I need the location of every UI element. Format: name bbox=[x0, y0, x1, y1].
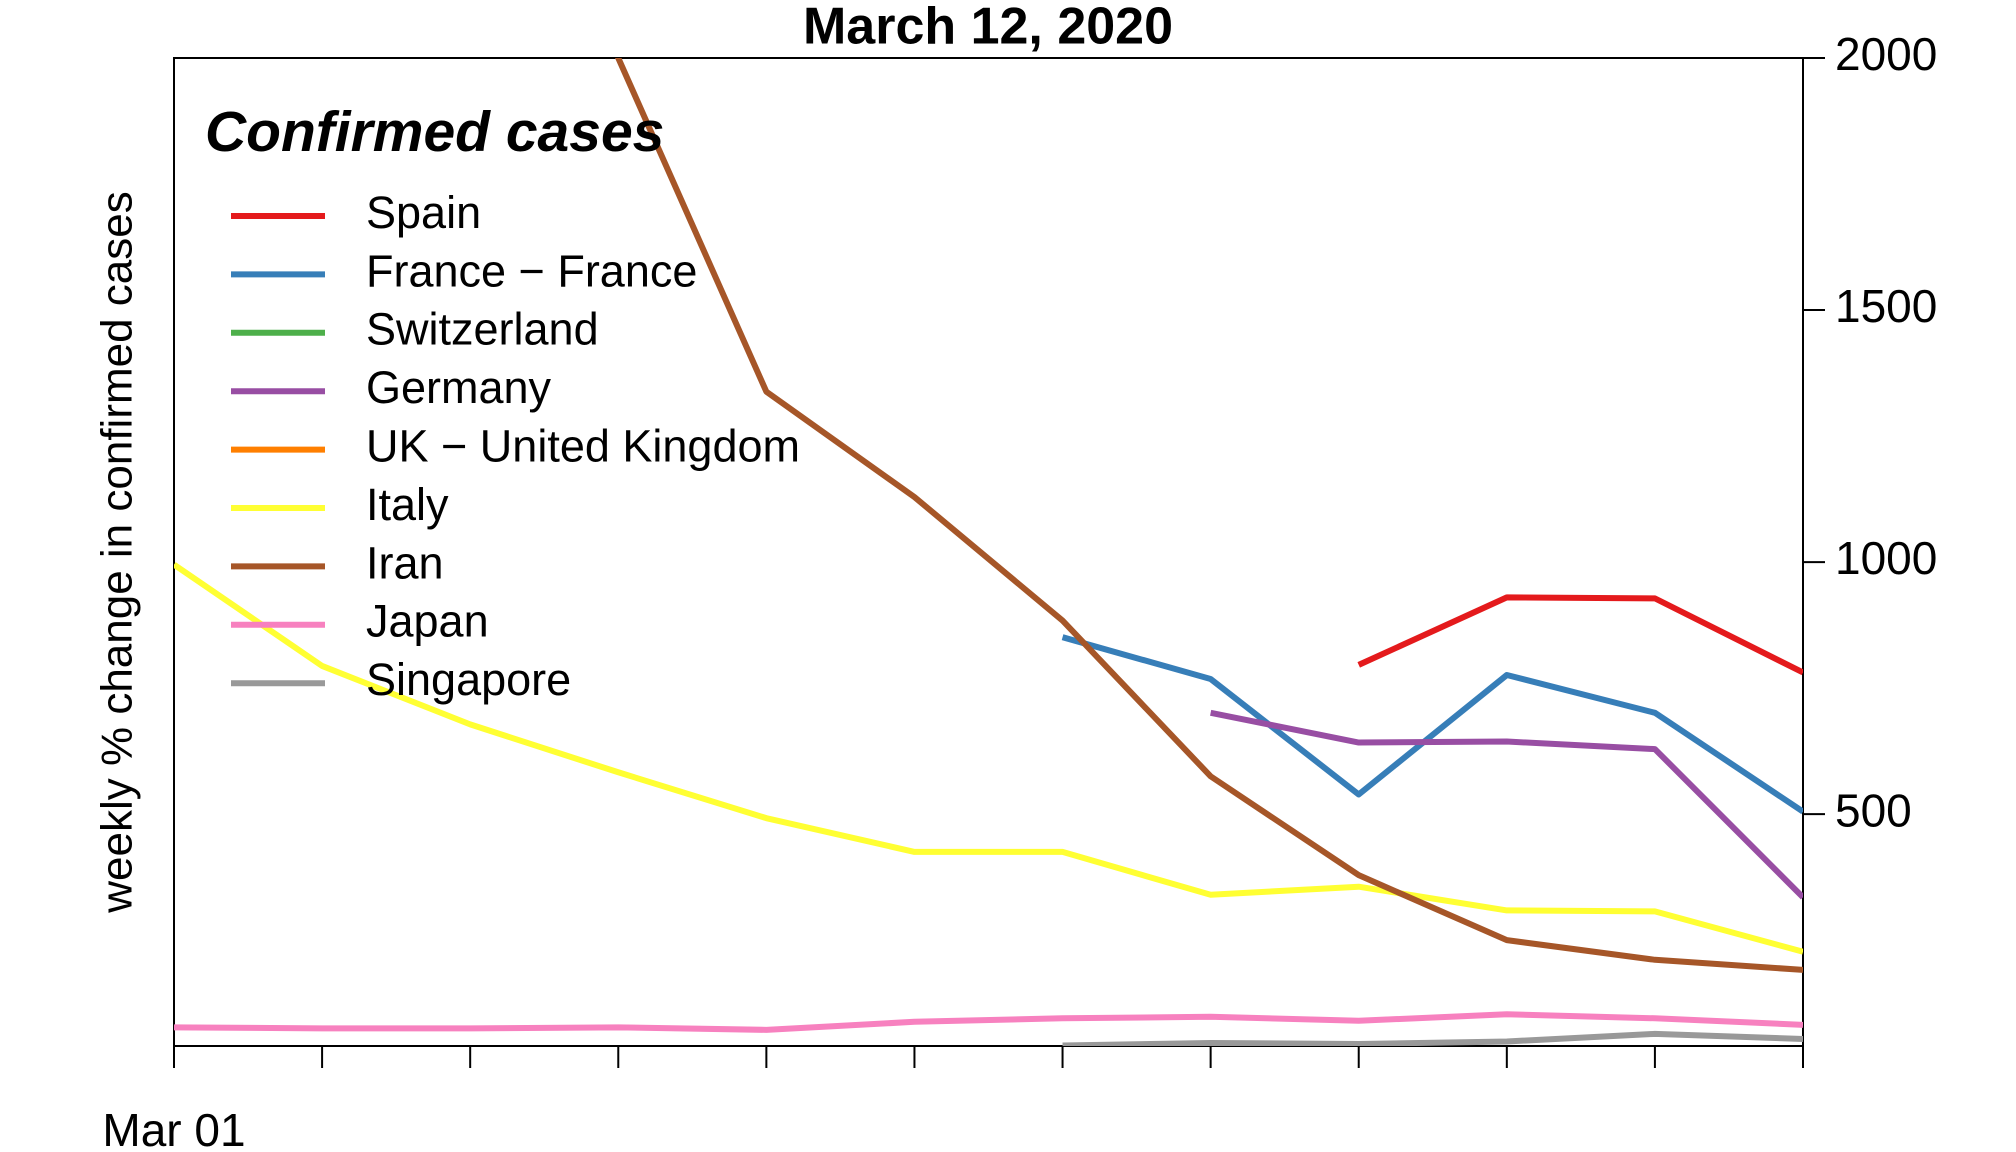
y-tick-label: 1500 bbox=[1835, 280, 1937, 332]
legend-label: Switzerland bbox=[366, 304, 599, 355]
series-line bbox=[614, 58, 1803, 973]
series-line bbox=[174, 1011, 1803, 1033]
series-line bbox=[1357, 594, 1803, 676]
series-line bbox=[1210, 709, 1803, 900]
y-tick-label: 1000 bbox=[1835, 532, 1937, 584]
legend-label: Singapore bbox=[366, 654, 571, 705]
series-line bbox=[1061, 634, 1803, 815]
series-line bbox=[1062, 1030, 1803, 1046]
legend-label: Germany bbox=[366, 362, 552, 413]
plot-frame bbox=[173, 57, 1804, 1047]
series-line bbox=[174, 562, 1803, 955]
legend-label: UK − United Kingdom bbox=[366, 420, 800, 471]
legend-label: Spain bbox=[366, 187, 481, 238]
lines bbox=[174, 58, 1803, 1046]
legend-label: Japan bbox=[366, 596, 489, 647]
chart-title: March 12, 2020 bbox=[803, 0, 1173, 56]
legend-label: Iran bbox=[366, 537, 444, 588]
y-axis-label: weekly % change in confirmed cases bbox=[93, 191, 142, 913]
legend-label: Italy bbox=[366, 479, 449, 530]
y-tick-label: 2000 bbox=[1835, 28, 1937, 80]
x-tick-label: Mar 01 bbox=[102, 1104, 245, 1152]
legend-label: France − France bbox=[366, 245, 697, 296]
y-tick-label: 500 bbox=[1835, 784, 1912, 836]
legend-title: Confirmed cases bbox=[205, 100, 664, 164]
